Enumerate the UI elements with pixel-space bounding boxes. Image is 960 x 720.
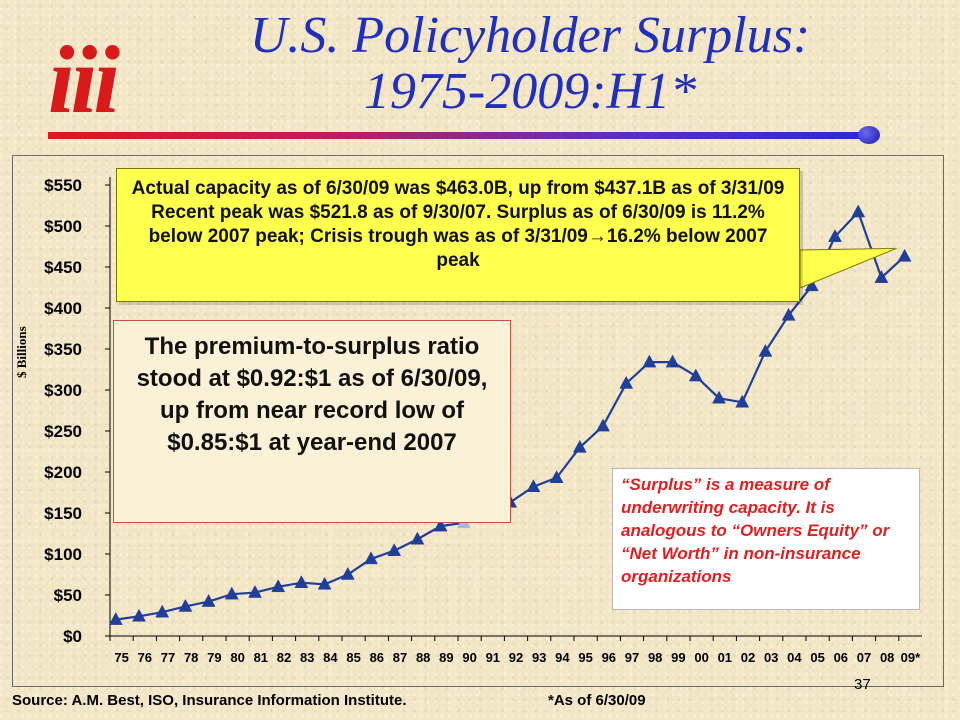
data-point — [132, 608, 146, 622]
x-tick-label: 95 — [578, 650, 592, 665]
x-tick-label: 91 — [486, 650, 500, 665]
data-point — [712, 390, 726, 404]
y-tick-label: $300 — [44, 381, 82, 400]
x-tick-label: 98 — [648, 650, 662, 665]
y-tick-label: $450 — [44, 258, 82, 277]
x-tick-label: 96 — [602, 650, 616, 665]
y-tick-label: $200 — [44, 463, 82, 482]
y-tick-label: $100 — [44, 545, 82, 564]
x-tick-label: 92 — [509, 650, 523, 665]
data-point — [828, 229, 842, 242]
data-point — [271, 579, 286, 593]
callout-pointer — [799, 247, 897, 289]
x-tick-label: 08 — [880, 650, 894, 665]
x-tick-label: 01 — [718, 650, 732, 665]
data-point — [364, 551, 378, 565]
data-point — [155, 604, 170, 618]
x-tick-label: 90 — [462, 650, 476, 665]
x-tick-label: 80 — [230, 650, 244, 665]
title-line-2: 1975-2009:H1* — [363, 63, 697, 120]
x-tick-label: 88 — [416, 650, 430, 665]
x-tick-label: 87 — [393, 650, 407, 665]
x-tick-label: 81 — [254, 650, 268, 665]
y-tick-label: $250 — [44, 422, 82, 441]
iii-logo: iii — [48, 26, 138, 133]
x-tick-label: 78 — [184, 650, 198, 665]
data-point — [248, 585, 262, 598]
x-tick-label: 84 — [323, 650, 338, 665]
data-point — [781, 307, 796, 321]
data-point — [294, 575, 309, 588]
y-tick-label: $550 — [44, 176, 82, 195]
x-tick-label: 07 — [857, 650, 871, 665]
y-axis-label: $ Billions — [14, 326, 29, 378]
surplus-definition-note: “Surplus” is a measure of underwriting c… — [612, 468, 920, 610]
logo-text: iii — [48, 26, 120, 133]
x-tick-label: 05 — [810, 650, 824, 665]
page-number: 37 — [854, 676, 871, 693]
source-note: Source: A.M. Best, ISO, Insurance Inform… — [12, 692, 407, 709]
data-point — [178, 598, 193, 612]
y-tick-label: $350 — [44, 340, 82, 359]
page-title: U.S. Policyholder Surplus: 1975-2009:H1* — [140, 8, 920, 120]
data-point — [851, 204, 866, 218]
data-point — [596, 418, 610, 432]
chart-frame — [12, 155, 944, 687]
y-tick-label: $500 — [44, 217, 82, 236]
x-tick-label: 09* — [901, 650, 921, 665]
title-underline — [48, 132, 868, 139]
data-point — [387, 543, 402, 556]
data-point — [108, 612, 123, 625]
x-tick-label: 79 — [207, 650, 221, 665]
y-tick-label: $400 — [44, 299, 82, 318]
x-tick-label: 89 — [439, 650, 453, 665]
data-point — [572, 439, 587, 453]
x-tick-label: 86 — [370, 650, 384, 665]
data-point — [433, 518, 448, 532]
title-line-1: U.S. Policyholder Surplus: — [249, 7, 811, 64]
x-tick-label: 04 — [787, 650, 802, 665]
data-point — [224, 586, 239, 600]
x-tick-label: 76 — [138, 650, 152, 665]
x-tick-label: 00 — [694, 650, 708, 665]
data-point — [688, 368, 703, 382]
x-tick-label: 02 — [741, 650, 755, 665]
x-tick-label: 03 — [764, 650, 778, 665]
data-point — [410, 531, 425, 545]
data-point — [317, 576, 332, 590]
x-tick-label: 06 — [834, 650, 848, 665]
data-point — [201, 594, 216, 607]
data-point — [549, 470, 564, 483]
x-tick-label: 97 — [625, 650, 639, 665]
footnote: *As of 6/30/09 — [548, 692, 646, 709]
data-point — [619, 375, 634, 389]
x-tick-label: 83 — [300, 650, 314, 665]
x-tick-label: 85 — [346, 650, 360, 665]
data-point — [340, 566, 355, 580]
x-tick-label: 94 — [555, 650, 570, 665]
premium-ratio-callout: The premium-to-surplus ratio stood at $0… — [113, 320, 511, 523]
data-point — [526, 479, 541, 493]
x-tick-label: 77 — [161, 650, 175, 665]
data-point — [735, 394, 750, 408]
data-point — [665, 354, 680, 368]
data-point — [642, 354, 657, 368]
x-tick-label: 82 — [277, 650, 291, 665]
capacity-callout: Actual capacity as of 6/30/09 was $463.0… — [116, 168, 800, 302]
x-tick-label: 99 — [671, 650, 685, 665]
title-underline-end — [858, 126, 880, 144]
y-tick-label: $0 — [63, 627, 82, 646]
data-point — [758, 343, 773, 357]
x-tick-label: 93 — [532, 650, 546, 665]
data-point — [897, 248, 912, 262]
y-tick-label: $50 — [54, 586, 82, 605]
data-point — [874, 270, 889, 283]
y-tick-label: $150 — [44, 504, 82, 523]
x-tick-label: 75 — [114, 650, 128, 665]
